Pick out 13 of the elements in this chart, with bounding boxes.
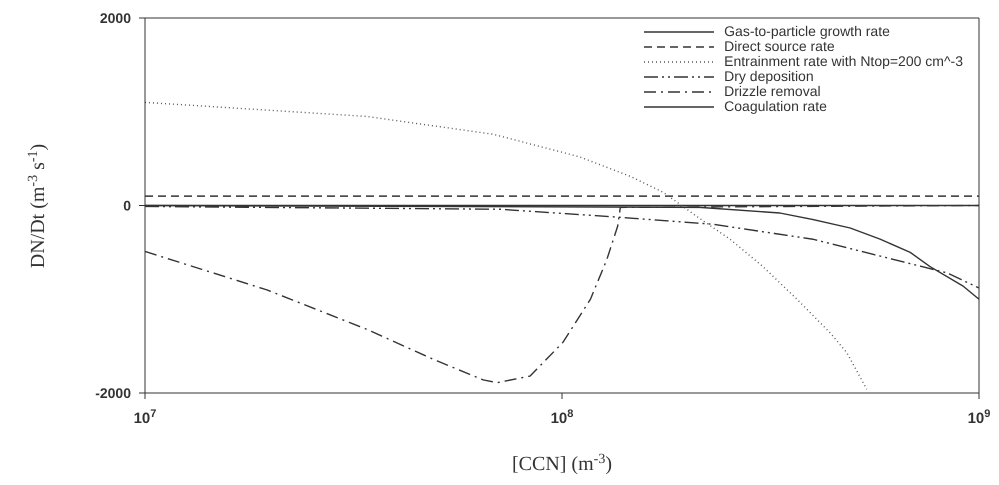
legend-label: Entrainment rate with Ntop=200 cm^-3 <box>724 53 963 69</box>
x-tick-label: 10$^{9}$ <box>968 408 990 427</box>
legend-label: Drizzle removal <box>724 83 821 99</box>
y-tick-label: 0 <box>123 198 132 214</box>
y-tick-label: -2000 <box>95 385 132 401</box>
legend-label: Dry deposition <box>724 68 814 84</box>
legend-label: Coagulation rate <box>724 98 827 114</box>
x-tick-label: 10$^{8}$ <box>550 408 574 427</box>
legend-label: Direct source rate <box>724 38 835 54</box>
y-tick-label: 2000 <box>100 10 132 26</box>
x-axis-title: [CCN] (m$^{-3}$) <box>512 452 612 475</box>
x-tick-label: 10$^{7}$ <box>134 408 156 427</box>
legend-label: Gas-to-particle growth rate <box>724 23 890 39</box>
